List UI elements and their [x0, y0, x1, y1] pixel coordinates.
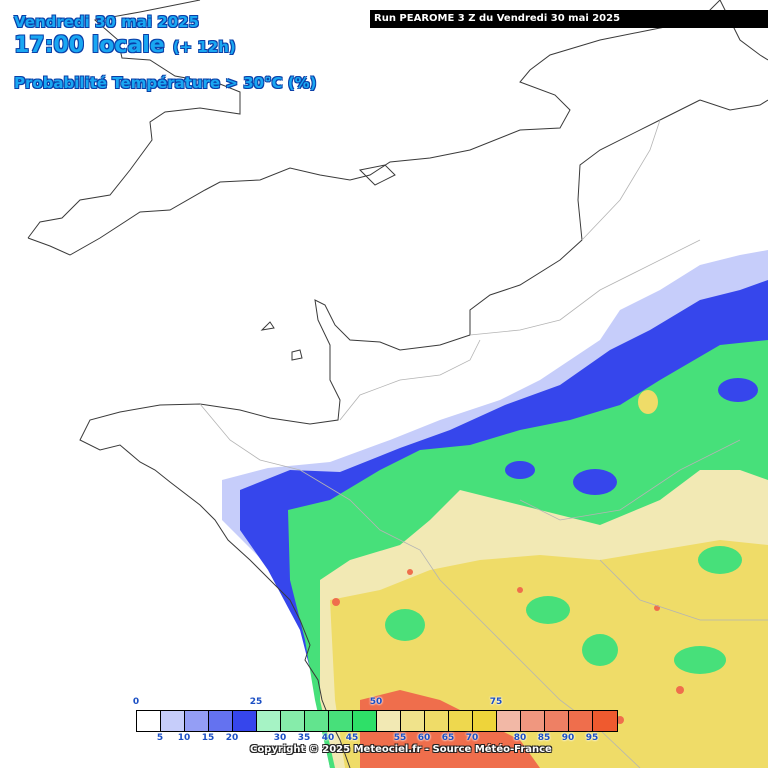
coastline-france-north: [79, 99, 701, 768]
zone-orange-spot: [616, 716, 624, 724]
legend-tick-bottom: 85: [537, 733, 551, 743]
zone-blue-blob: [573, 469, 617, 495]
forecast-lead-time: (+ 12h): [172, 38, 236, 56]
coastline-england: [27, 0, 721, 256]
zone-blue-blob: [505, 461, 535, 479]
legend-tick-bottom: 70: [465, 733, 479, 743]
legend-swatch: [281, 711, 305, 731]
legend-tick-bottom: 45: [345, 733, 359, 743]
legend-tick-top: 75: [489, 697, 503, 707]
legend-tick-bottom: 65: [441, 733, 455, 743]
legend-swatch: [521, 711, 545, 731]
legend-swatch: [449, 711, 473, 731]
zone-green-blob: [385, 609, 425, 641]
legend-tick-bottom: 60: [417, 733, 431, 743]
legend-tick-bottom: 55: [393, 733, 407, 743]
copyright-text: Copyright © 2025 Meteociel.fr - Source M…: [250, 744, 552, 755]
zone-orange-spot: [407, 569, 413, 575]
legend-tick-bottom: 90: [561, 733, 575, 743]
legend-tick-bottom: 10: [177, 733, 191, 743]
legend-swatch: [185, 711, 209, 731]
parameter-title: Probabilité Température > 30°C (%): [14, 74, 317, 92]
legend-swatch: [329, 711, 353, 731]
legend-tick-bottom: 20: [225, 733, 239, 743]
zone-green-blob: [698, 546, 742, 574]
zone-paris-spot: [638, 390, 658, 414]
zone-green-blob: [526, 596, 570, 624]
forecast-time-value: 17:00 locale: [14, 33, 165, 58]
legend-tick-bottom: 35: [297, 733, 311, 743]
zone-green-blob: [582, 634, 618, 666]
legend-swatch: [353, 711, 377, 731]
coastlines: [27, 0, 768, 768]
legend-swatch: [545, 711, 569, 731]
coastline-channel-islands: [260, 164, 396, 361]
legend-tick-bottom: 5: [156, 733, 164, 743]
color-legend: [136, 710, 618, 732]
legend-swatch: [497, 711, 521, 731]
legend-tick-bottom: 40: [321, 733, 335, 743]
legend-swatch: [257, 711, 281, 731]
legend-swatch: [401, 711, 425, 731]
legend-tick-top: 0: [132, 697, 140, 707]
run-banner: Run PEAROME 3 Z du Vendredi 30 mai 2025: [370, 10, 768, 28]
forecast-date: Vendredi 30 mai 2025: [14, 13, 200, 31]
zone-orange-spot: [676, 686, 684, 694]
legend-swatch: [593, 711, 617, 731]
zone-blue-blob: [718, 378, 758, 402]
legend-swatch: [569, 711, 593, 731]
legend-tick-bottom: 80: [513, 733, 527, 743]
legend-tick-top: 25: [249, 697, 263, 707]
legend-tick-bottom: 15: [201, 733, 215, 743]
zone-orange-spot: [517, 587, 523, 593]
legend-tick-top: 50: [369, 697, 383, 707]
legend-swatch: [209, 711, 233, 731]
legend-tick-bottom: 30: [273, 733, 287, 743]
zone-orange-spot: [332, 598, 340, 606]
legend-swatch: [377, 711, 401, 731]
legend-swatch: [137, 711, 161, 731]
forecast-time: 17:00 locale (+ 12h): [14, 33, 236, 58]
legend-swatch: [161, 711, 185, 731]
legend-swatch: [425, 711, 449, 731]
legend-tick-bottom: 95: [585, 733, 599, 743]
zone-green-blob: [674, 646, 726, 674]
legend-swatch: [305, 711, 329, 731]
region-borders: [199, 119, 768, 768]
legend-swatch: [473, 711, 497, 731]
probability-fields: [222, 250, 768, 768]
legend-swatch: [233, 711, 257, 731]
